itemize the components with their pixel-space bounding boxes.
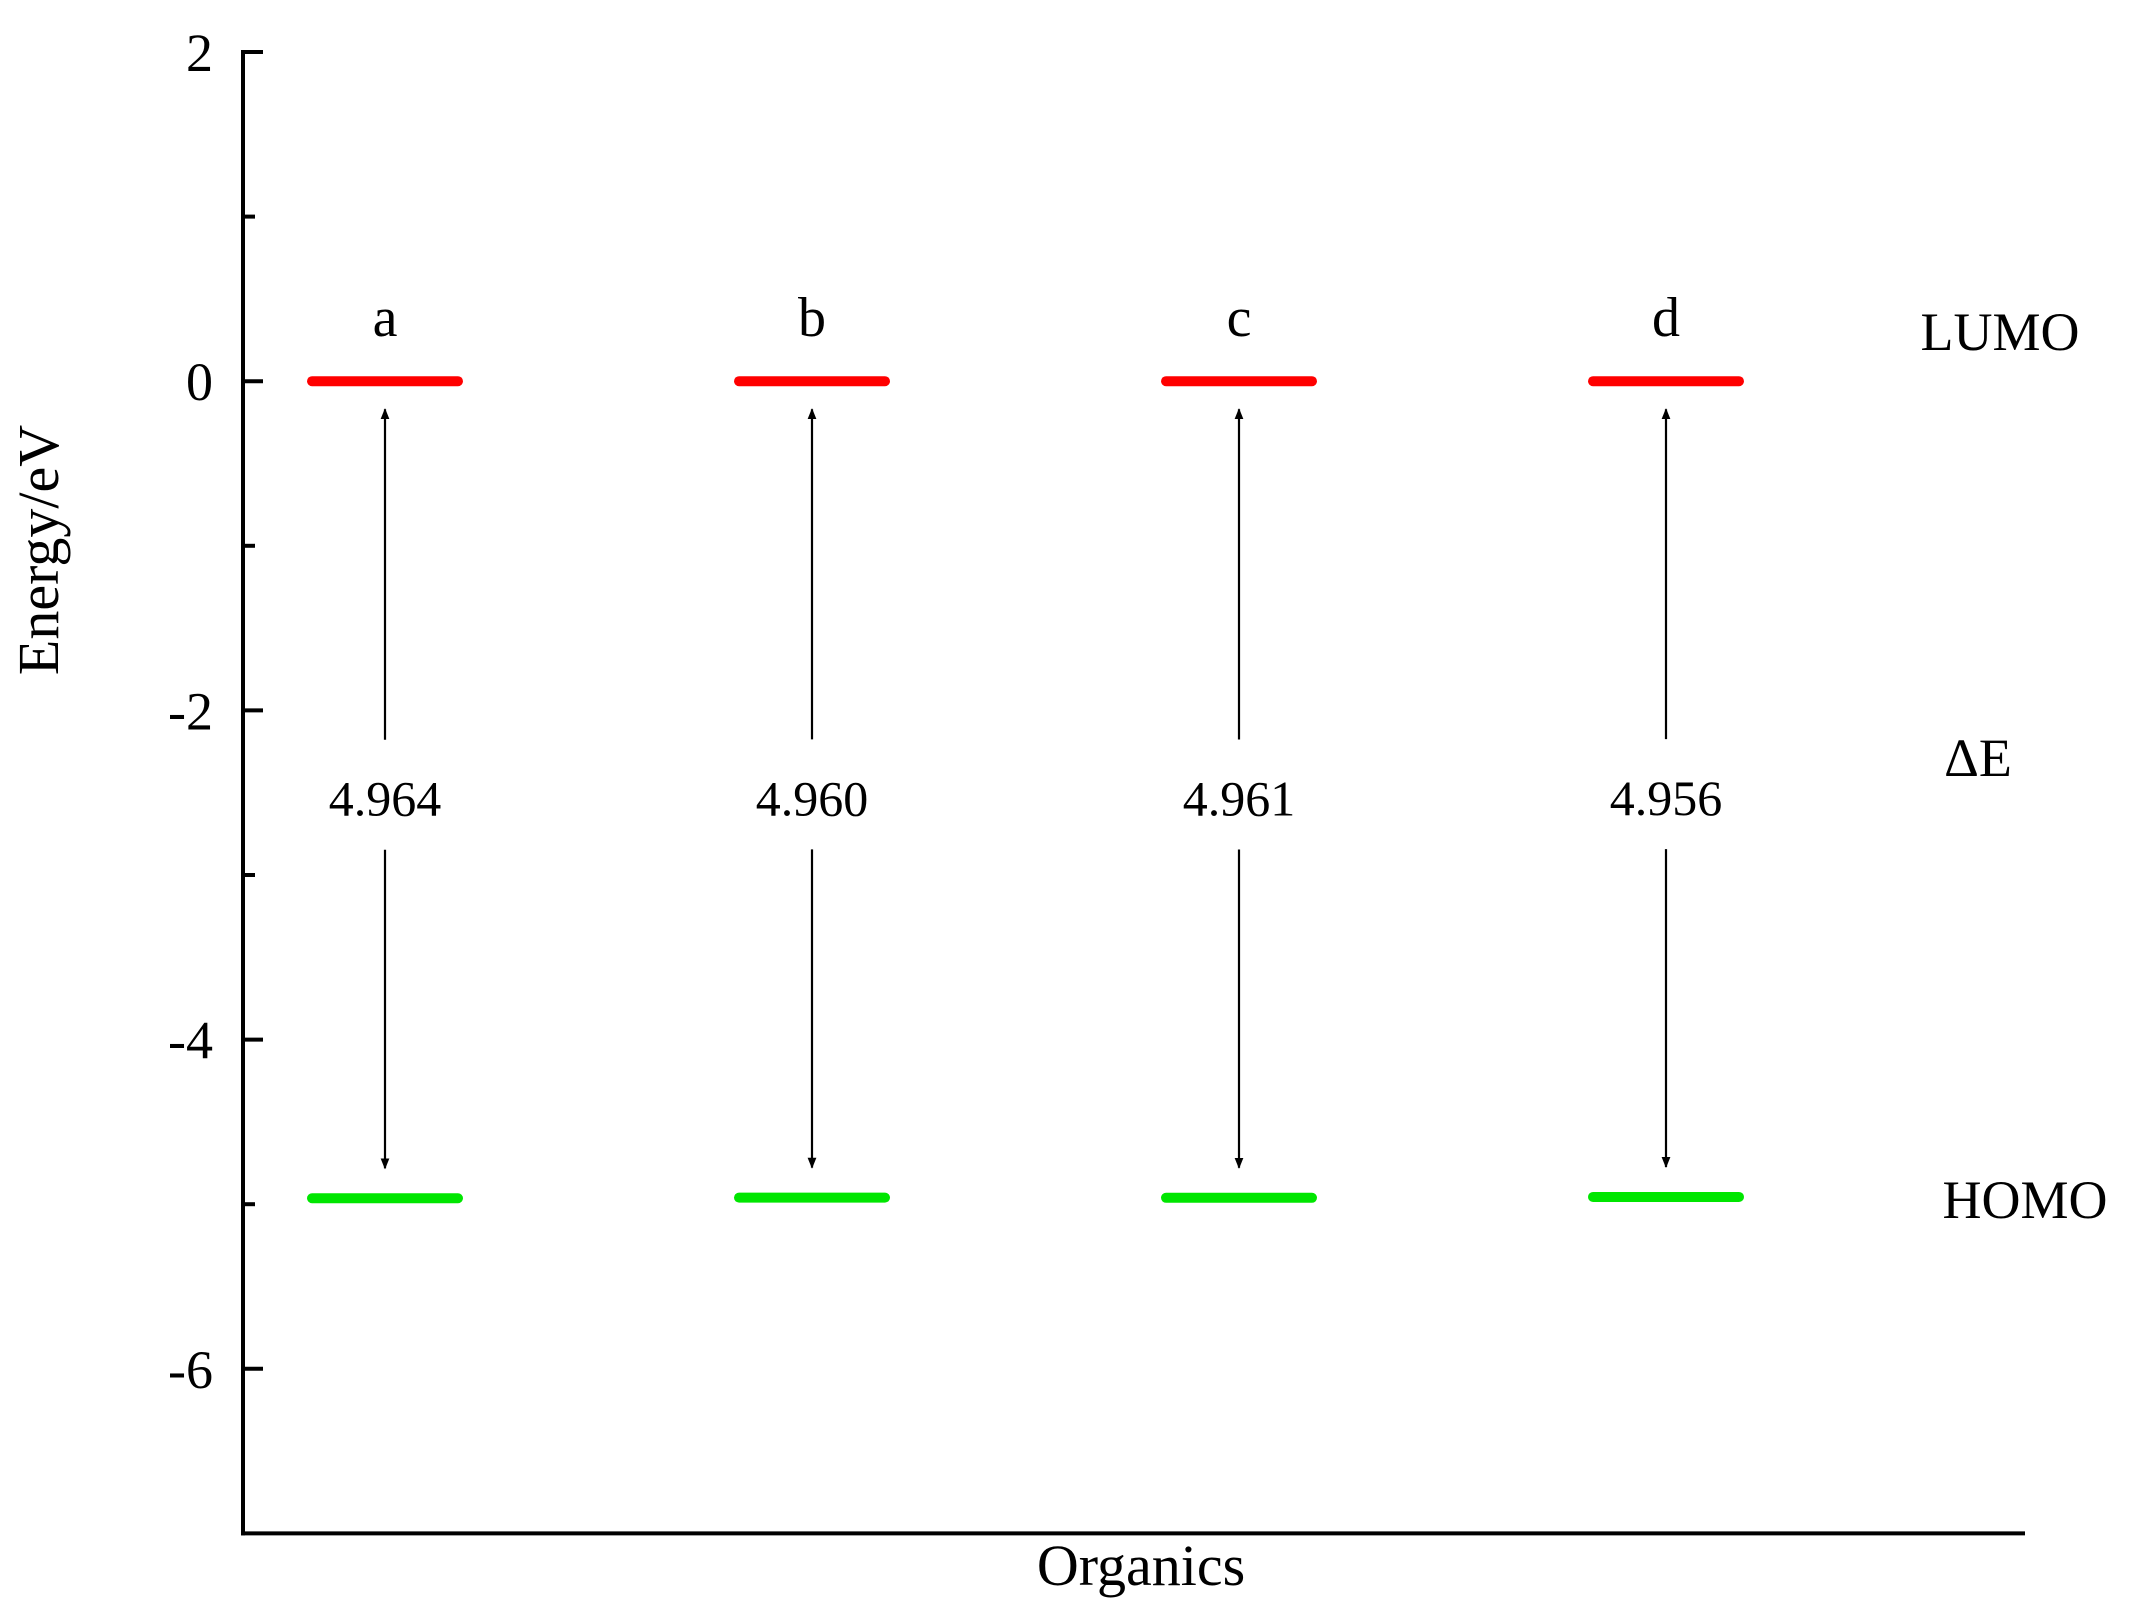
gap-value-label: 4.961 (1183, 770, 1296, 826)
organic-c: c 4.961 (1161, 287, 1317, 1203)
x-axis-title: Organics (1037, 1533, 1245, 1598)
organic-label: c (1227, 287, 1252, 349)
gap-value-label: 4.956 (1610, 770, 1723, 826)
y-tick-label: -4 (168, 1011, 213, 1071)
organic-label: a (373, 287, 398, 349)
y-tick-label: 0 (186, 352, 213, 412)
y-tick-label: -6 (168, 1340, 213, 1400)
y-axis-title: Energy/eV (6, 425, 71, 675)
gap-value-label: 4.960 (756, 770, 869, 826)
energy-levels: a 4.964 b 4.960 c 4.961 d 4.956 (307, 287, 1744, 1204)
organic-a: a 4.964 (307, 287, 463, 1204)
y-ticks: 2 0 -2 -4 -6 (168, 23, 263, 1400)
organic-label: b (798, 287, 826, 349)
gap-value-label: 4.964 (329, 771, 442, 827)
delta-e-label: ΔE (1944, 728, 2012, 788)
axes: 2 0 -2 -4 -6 (168, 23, 2025, 1536)
y-tick-label: 2 (186, 23, 213, 83)
lumo-label: LUMO (1921, 302, 2080, 362)
organic-b: b 4.960 (734, 287, 890, 1203)
homo-label: HOMO (1942, 1170, 2107, 1230)
organic-d: d 4.956 (1588, 287, 1744, 1202)
y-tick-label: -2 (168, 681, 213, 741)
organic-label: d (1652, 287, 1680, 349)
